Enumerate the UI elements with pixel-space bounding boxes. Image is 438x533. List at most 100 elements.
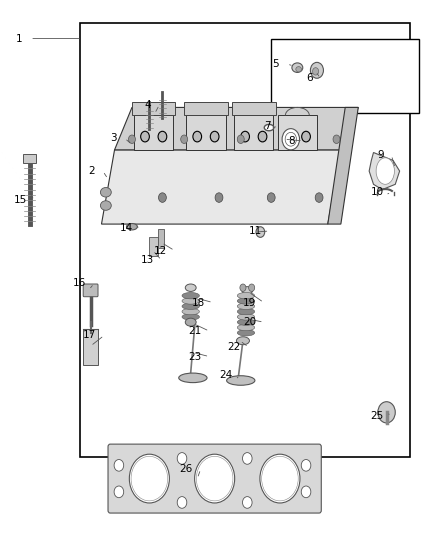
Ellipse shape bbox=[185, 284, 196, 292]
Bar bbox=[271, 38, 419, 113]
Ellipse shape bbox=[241, 339, 245, 343]
Circle shape bbox=[258, 131, 267, 142]
Bar bbox=[23, 154, 36, 163]
Text: 20: 20 bbox=[243, 317, 256, 327]
Circle shape bbox=[378, 402, 395, 423]
Circle shape bbox=[243, 453, 252, 464]
Circle shape bbox=[311, 62, 323, 78]
Bar bbox=[83, 328, 99, 365]
Ellipse shape bbox=[100, 201, 111, 211]
Text: 15: 15 bbox=[14, 195, 27, 205]
Circle shape bbox=[159, 193, 166, 203]
Ellipse shape bbox=[127, 223, 138, 230]
Circle shape bbox=[256, 227, 265, 237]
Text: 6: 6 bbox=[306, 73, 313, 83]
Ellipse shape bbox=[237, 314, 254, 320]
Ellipse shape bbox=[237, 309, 254, 315]
Circle shape bbox=[114, 486, 124, 498]
Circle shape bbox=[260, 454, 300, 503]
Text: 10: 10 bbox=[371, 187, 384, 197]
Circle shape bbox=[243, 497, 252, 508]
Circle shape bbox=[301, 486, 311, 498]
Ellipse shape bbox=[182, 309, 199, 315]
Text: 8: 8 bbox=[289, 136, 295, 146]
Text: 18: 18 bbox=[192, 297, 205, 308]
Bar bbox=[80, 22, 410, 457]
Circle shape bbox=[210, 131, 219, 142]
Ellipse shape bbox=[237, 337, 250, 345]
Bar bbox=[134, 115, 173, 150]
Circle shape bbox=[290, 135, 297, 143]
Ellipse shape bbox=[182, 303, 199, 310]
Text: 25: 25 bbox=[370, 411, 384, 421]
Bar bbox=[158, 229, 164, 248]
Bar bbox=[132, 102, 176, 115]
Circle shape bbox=[315, 193, 323, 203]
Ellipse shape bbox=[179, 373, 207, 383]
Circle shape bbox=[237, 135, 244, 143]
Ellipse shape bbox=[100, 188, 111, 197]
Circle shape bbox=[301, 459, 311, 471]
Circle shape bbox=[177, 453, 187, 464]
Polygon shape bbox=[149, 237, 158, 256]
Circle shape bbox=[302, 131, 311, 142]
Ellipse shape bbox=[282, 128, 300, 150]
Ellipse shape bbox=[185, 318, 196, 326]
Ellipse shape bbox=[237, 298, 254, 304]
Bar bbox=[186, 115, 226, 150]
Text: 19: 19 bbox=[243, 297, 256, 308]
Circle shape bbox=[177, 497, 187, 508]
Ellipse shape bbox=[237, 329, 254, 336]
Circle shape bbox=[240, 284, 246, 292]
Ellipse shape bbox=[237, 303, 254, 310]
Circle shape bbox=[194, 454, 235, 503]
Circle shape bbox=[129, 454, 170, 503]
Circle shape bbox=[128, 135, 135, 143]
Polygon shape bbox=[115, 108, 358, 150]
Ellipse shape bbox=[292, 63, 303, 72]
Ellipse shape bbox=[242, 287, 253, 294]
FancyBboxPatch shape bbox=[83, 284, 98, 297]
Ellipse shape bbox=[285, 132, 297, 146]
Circle shape bbox=[249, 284, 254, 292]
Ellipse shape bbox=[237, 293, 254, 299]
Polygon shape bbox=[328, 108, 358, 224]
Text: 1: 1 bbox=[16, 34, 22, 44]
Text: 4: 4 bbox=[145, 100, 152, 110]
Bar bbox=[232, 102, 276, 115]
Text: 12: 12 bbox=[154, 246, 167, 256]
Bar bbox=[278, 115, 317, 150]
Text: 11: 11 bbox=[248, 226, 261, 236]
Ellipse shape bbox=[226, 376, 255, 385]
Ellipse shape bbox=[296, 67, 301, 72]
Circle shape bbox=[181, 135, 187, 143]
Text: 24: 24 bbox=[219, 370, 232, 380]
Ellipse shape bbox=[237, 324, 254, 330]
Circle shape bbox=[313, 68, 319, 75]
Circle shape bbox=[114, 459, 124, 471]
Bar bbox=[234, 115, 273, 150]
Circle shape bbox=[141, 131, 149, 142]
Text: 14: 14 bbox=[120, 223, 133, 233]
Text: 2: 2 bbox=[88, 166, 95, 176]
Ellipse shape bbox=[182, 293, 199, 299]
Text: 13: 13 bbox=[141, 255, 154, 265]
Ellipse shape bbox=[237, 319, 254, 325]
Text: 26: 26 bbox=[180, 464, 193, 474]
Text: 9: 9 bbox=[377, 150, 384, 160]
Ellipse shape bbox=[182, 314, 199, 320]
Text: 3: 3 bbox=[110, 133, 117, 143]
Ellipse shape bbox=[264, 124, 274, 131]
Polygon shape bbox=[102, 150, 341, 224]
Circle shape bbox=[215, 193, 223, 203]
Text: 17: 17 bbox=[83, 330, 96, 341]
Bar bbox=[184, 102, 228, 115]
Polygon shape bbox=[369, 152, 399, 190]
Circle shape bbox=[241, 131, 250, 142]
Text: 7: 7 bbox=[264, 121, 270, 131]
Circle shape bbox=[267, 193, 275, 203]
Text: 21: 21 bbox=[188, 326, 201, 336]
Circle shape bbox=[158, 131, 167, 142]
Circle shape bbox=[284, 131, 293, 142]
Ellipse shape bbox=[376, 158, 394, 184]
